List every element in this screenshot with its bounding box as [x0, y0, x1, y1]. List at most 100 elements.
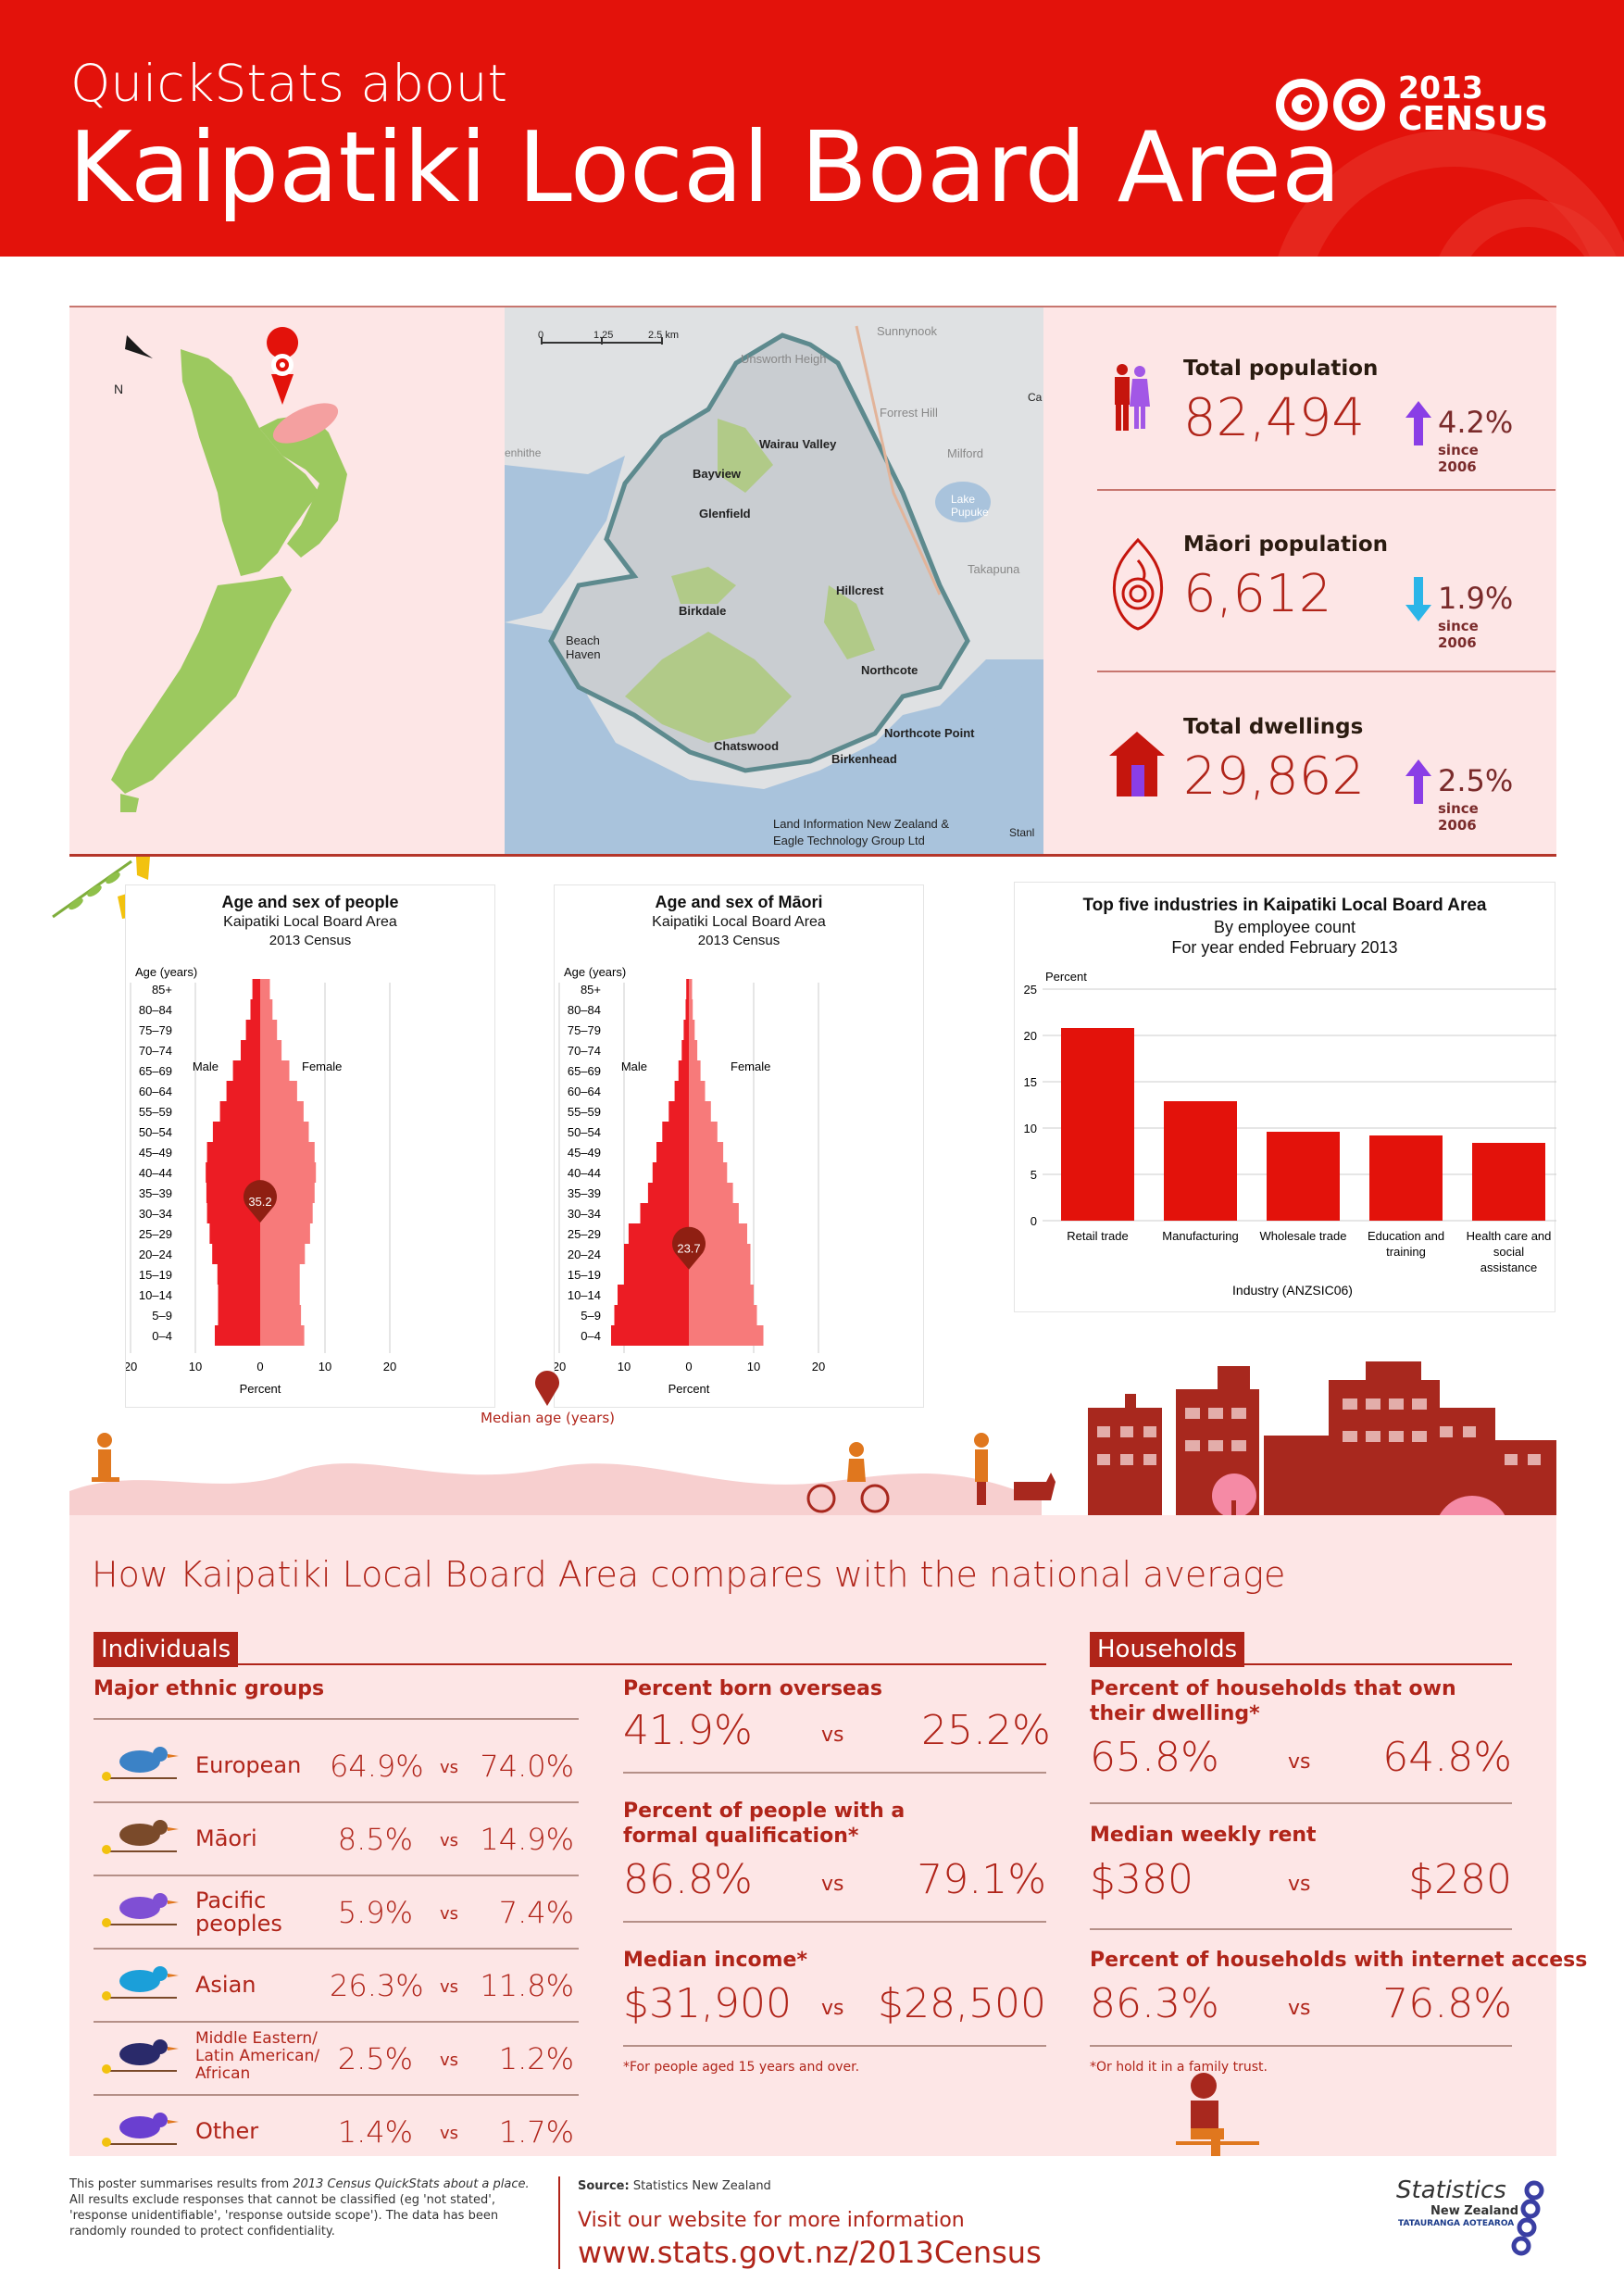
place-label: Northcote — [861, 663, 918, 677]
female-bar — [260, 1101, 304, 1122]
x-tick-label: 20 — [126, 1360, 137, 1373]
chart-title: Age and sex of Māori — [655, 893, 823, 911]
bird-asian-icon — [102, 1966, 179, 2000]
female-bar — [689, 1122, 718, 1142]
stat-question: Percent of households with internet acce… — [1090, 1949, 1588, 1972]
place-label: Chatswood — [714, 739, 780, 753]
age-tick-label: 80–84 — [139, 1003, 172, 1017]
age-tick-label: 45–49 — [139, 1146, 172, 1160]
age-tick-label: 75–79 — [139, 1023, 172, 1037]
age-tick-label: 5–9 — [152, 1309, 172, 1323]
female-bar — [689, 1101, 711, 1122]
male-bar — [252, 979, 260, 999]
stat-question: Percent of households that own their dwe… — [1090, 1677, 1456, 1725]
koru-logo-icon — [1276, 79, 1385, 131]
category-label: Health care and social assistance — [1467, 1229, 1552, 1274]
national-value: 74.0% — [480, 1749, 574, 1784]
male-bar — [686, 979, 689, 999]
divider — [1090, 1802, 1512, 1804]
disclaimer: This poster summarises results from 2013… — [69, 2176, 532, 2239]
age-tick-label: 15–19 — [568, 1268, 601, 1282]
age-tick-label: 35–39 — [568, 1186, 601, 1200]
age-tick-label: 85+ — [581, 983, 601, 997]
age-tick-label: 70–74 — [568, 1044, 601, 1058]
local-value: 1.4% — [337, 2114, 413, 2150]
local-value: 65.8% — [1090, 1734, 1219, 1781]
male-bar — [624, 1244, 689, 1264]
median-marker-icon — [535, 1371, 559, 1406]
stat-question: Median weekly rent — [1090, 1824, 1317, 1847]
place-label: Milford — [947, 446, 984, 460]
ethnic-row: Other 1.4% vs 1.7% — [94, 2096, 579, 2169]
chart-title: Age and sex of people — [221, 893, 399, 911]
individuals-heading: Individuals — [94, 1632, 239, 1667]
x-tick-label: 10 — [747, 1360, 760, 1373]
buildings-icon — [1088, 1361, 1556, 1519]
stat-since: since 2006 — [1438, 442, 1479, 475]
male-bar — [656, 1142, 689, 1162]
age-tick-label: 15–19 — [139, 1268, 172, 1282]
ethnic-row: European 64.9% vs 74.0% — [94, 1730, 579, 1803]
national-value: $28,500 — [878, 1980, 1046, 2027]
category-label: Education and training — [1368, 1229, 1444, 1259]
y-axis-label: Age (years) — [564, 965, 626, 979]
age-sex-maori-chart: Age and sex of Māori Kaipatiki Local Boa… — [554, 884, 924, 1408]
x-tick-label: 0 — [685, 1360, 692, 1373]
website-link[interactable]: www.stats.govt.nz/2013Census — [578, 2235, 1042, 2270]
stat-since: since 2006 — [1438, 618, 1479, 651]
bar-plot: Percent 25 20 15 10 5 0 Retail trade Manufacturi… — [1024, 970, 1556, 1298]
female-bar — [689, 1325, 764, 1346]
male-bar — [652, 1162, 689, 1183]
divider — [94, 2021, 579, 2023]
female-bar — [689, 1203, 739, 1223]
north-label: N — [114, 382, 124, 396]
bird-european-icon — [102, 1747, 179, 1781]
male-bar — [212, 1122, 260, 1142]
ethnic-name: European — [195, 1752, 302, 1778]
divider — [94, 2094, 579, 2096]
category-label: Manufacturing — [1162, 1229, 1238, 1243]
female-bar — [260, 979, 270, 999]
age-sex-people-chart: Age and sex of people Kaipatiki Local Bo… — [125, 884, 495, 1408]
x-tick-label: 10 — [189, 1360, 202, 1373]
age-tick-label: 0–4 — [581, 1329, 601, 1343]
female-bar — [260, 1162, 317, 1183]
stat-value: 29,862 — [1183, 746, 1365, 807]
vs-label: vs — [440, 1904, 459, 1924]
chart-subtitle: By employee count — [1213, 918, 1356, 936]
up-arrow-icon — [1405, 401, 1431, 445]
stat-since: since 2006 — [1438, 800, 1479, 834]
age-tick-label: 65–69 — [139, 1064, 172, 1078]
female-bar — [260, 1081, 297, 1101]
female-bar — [689, 1264, 751, 1285]
national-value: 11.8% — [480, 1968, 574, 2003]
female-bar — [260, 1285, 300, 1305]
local-value: 2.5% — [337, 2041, 413, 2076]
male-bar — [662, 1122, 689, 1142]
org-name: Statistics — [1396, 2176, 1506, 2204]
male-bar — [226, 1081, 260, 1101]
chart-subtitle: For year ended February 2013 — [1171, 938, 1398, 957]
ethnic-name: Pacific peoples — [195, 1887, 282, 1937]
map-credit: Eagle Technology Group Ltd — [773, 834, 925, 847]
stat-label: Māori population — [1183, 533, 1389, 557]
walker-dog-icon — [974, 1433, 1056, 1505]
x-tick-label: 0 — [256, 1360, 263, 1373]
vs-label: vs — [1288, 1997, 1311, 2020]
female-bar — [260, 1223, 310, 1244]
divider — [1097, 671, 1555, 672]
local-value: 64.9% — [330, 1749, 424, 1784]
place-label: Lake Pupuke — [951, 493, 989, 519]
age-tick-label: 0–4 — [152, 1329, 172, 1343]
female-bar — [689, 1305, 757, 1325]
industry-bar — [1472, 1143, 1545, 1221]
disclaimer-emphasis: 2013 Census QuickStats about a place. — [293, 2177, 530, 2191]
vs-label: vs — [821, 1724, 844, 1747]
national-value: 14.9% — [480, 1822, 574, 1857]
female-bar — [689, 1081, 706, 1101]
stats-nz-chain-icon — [1511, 2180, 1544, 2256]
female-bar — [689, 1040, 698, 1060]
nz-map-icon — [111, 327, 347, 812]
divider — [1090, 2045, 1512, 2047]
vs-label: vs — [440, 1758, 459, 1777]
